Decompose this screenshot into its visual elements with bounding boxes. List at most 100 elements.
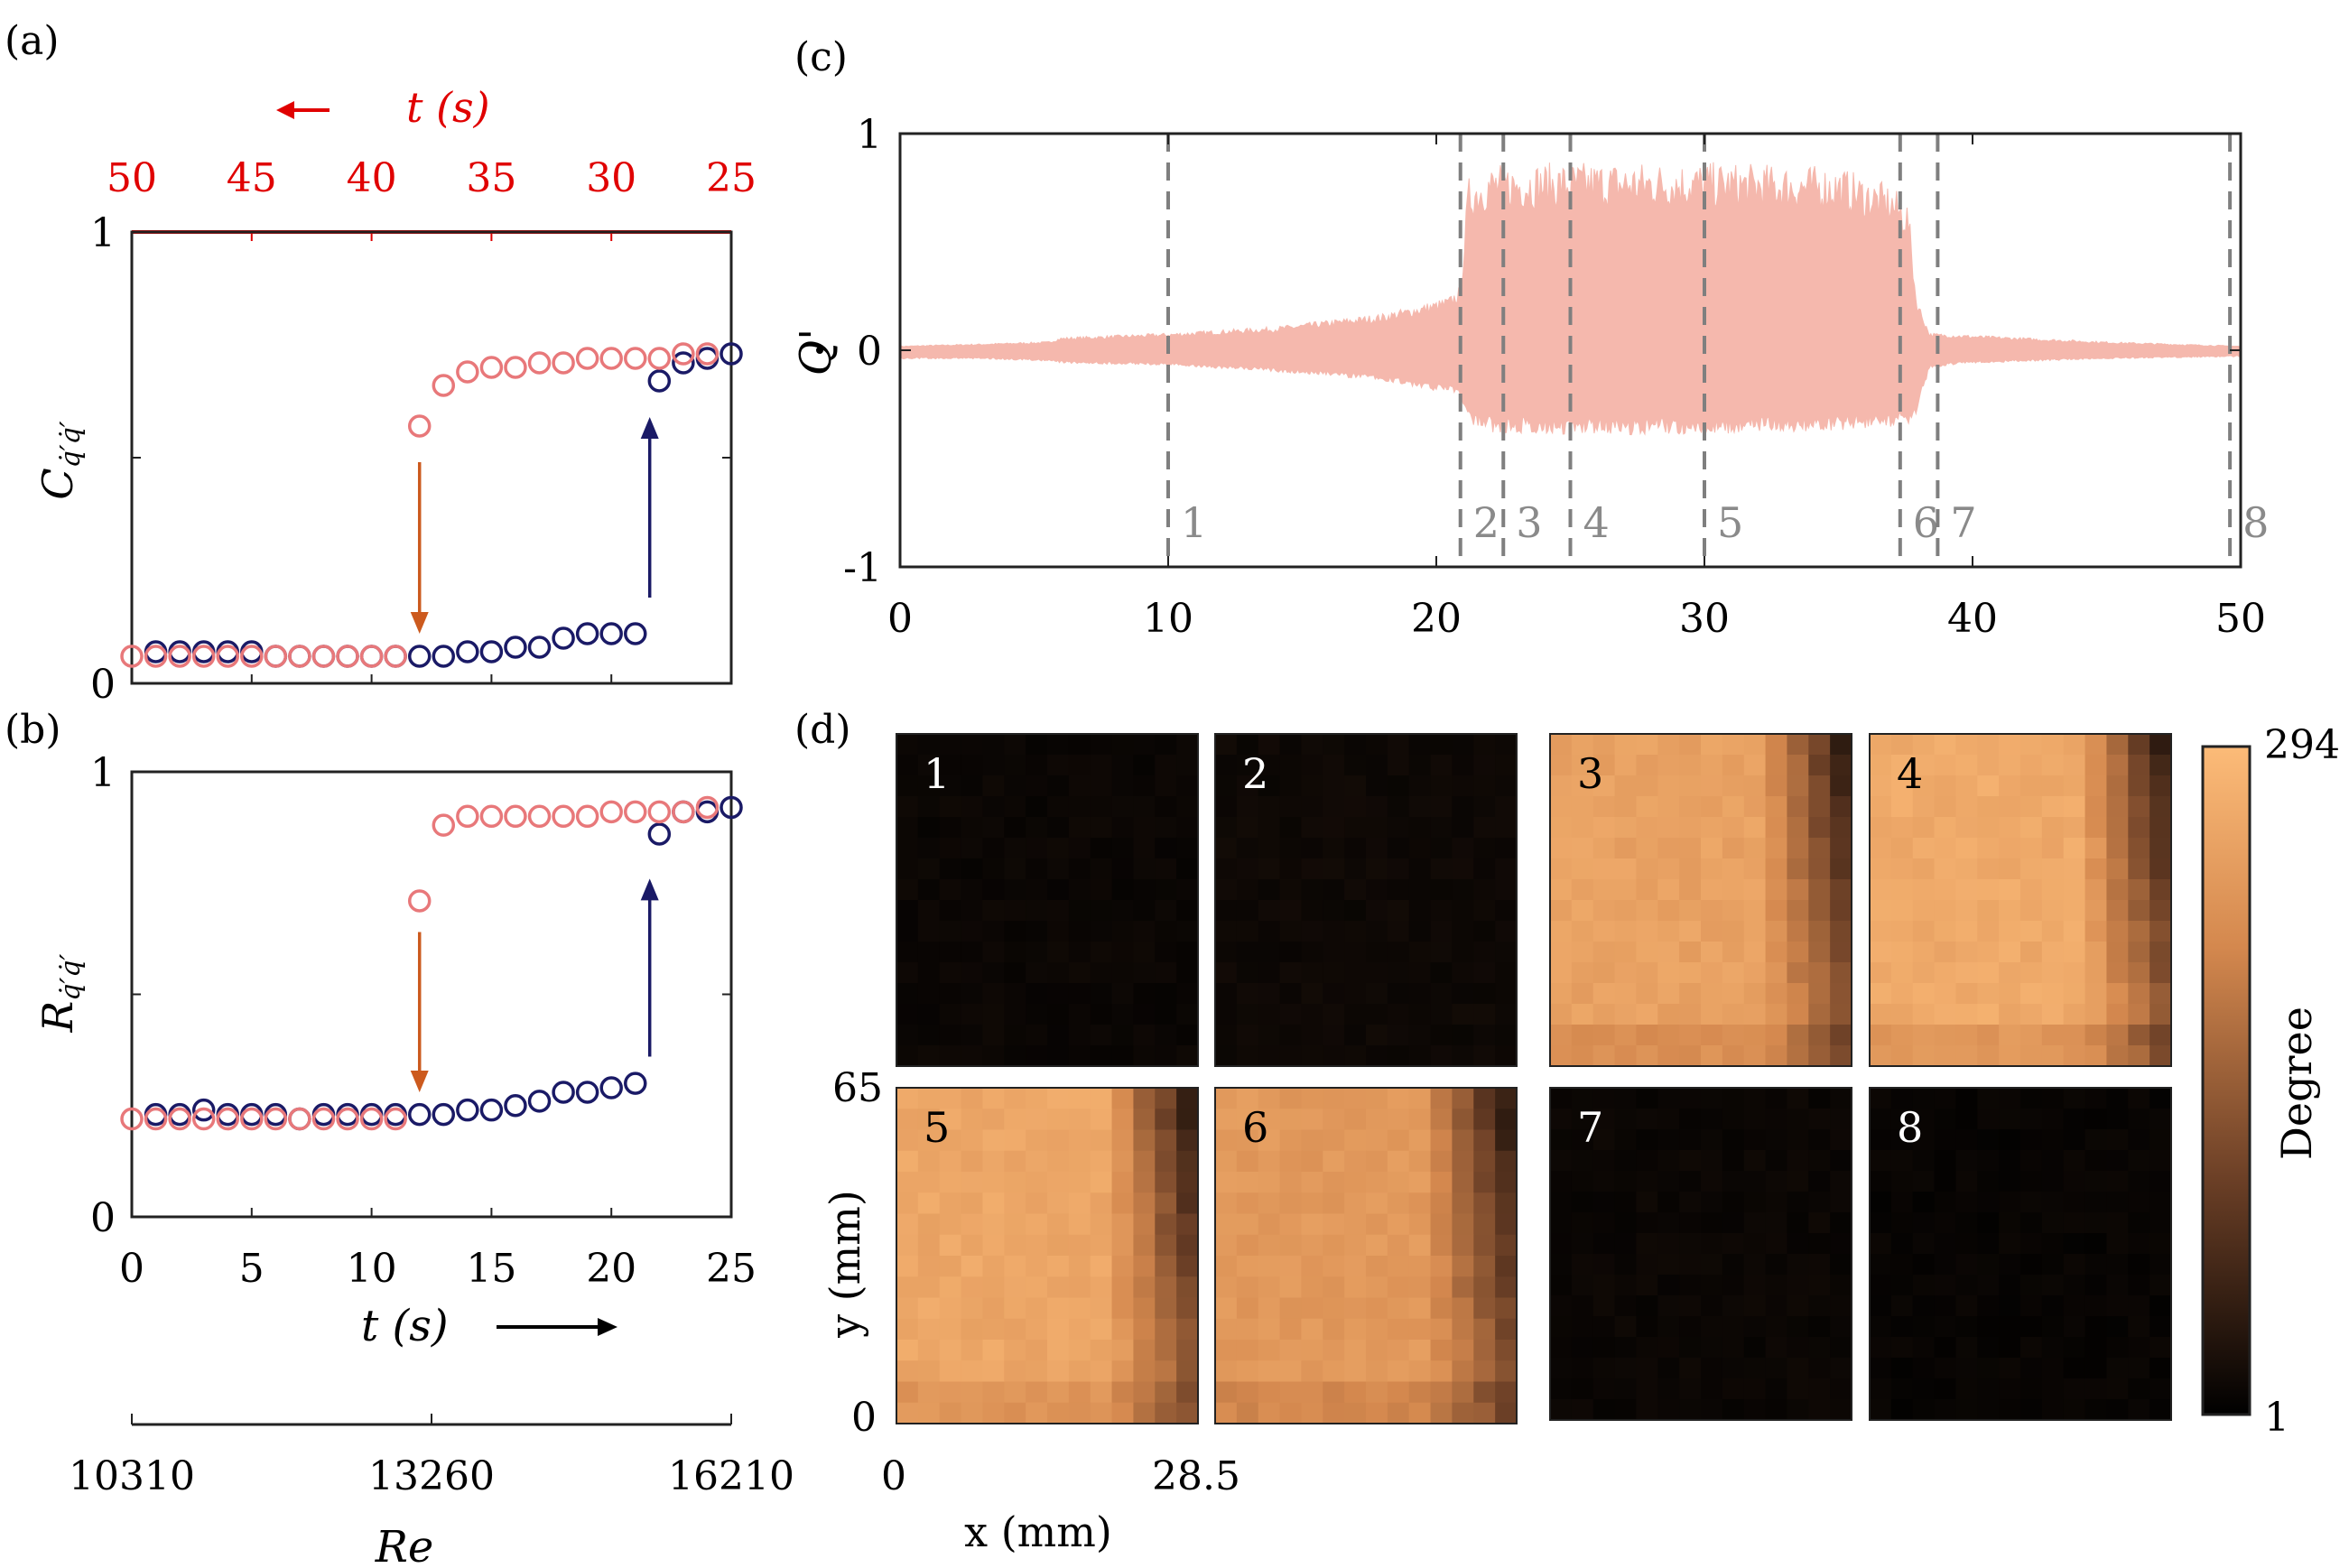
d-map-cell xyxy=(896,1088,919,1109)
d-map-cell xyxy=(1743,1171,1767,1192)
d-map-cell xyxy=(1301,838,1323,859)
d-map-cell xyxy=(1047,1004,1070,1025)
colorbar xyxy=(2201,745,2252,1416)
d-map-cell xyxy=(1155,921,1177,942)
panel-b: (b) 01 0 5 10 15 20 25 Rq̇′q̇′ t (s) 10310 132… xyxy=(5,707,794,1568)
d-map-cell xyxy=(1387,1088,1410,1109)
d-map-cell xyxy=(1452,921,1474,942)
d-map-cell xyxy=(1068,1381,1091,1404)
b-xtick-label: 20 xyxy=(586,1246,636,1292)
d-map-cell xyxy=(1955,796,1978,818)
a-point xyxy=(191,645,216,668)
d-map-cell xyxy=(2106,921,2129,942)
d-map-cell xyxy=(1133,983,1156,1005)
d-map-cell xyxy=(1977,921,2000,942)
d-map-cell xyxy=(1155,858,1177,880)
d-map-cell xyxy=(1977,1295,2000,1317)
d-map-cell xyxy=(1999,1212,2021,1234)
d-map-cell xyxy=(2128,1399,2150,1421)
d-map-cell xyxy=(1550,775,1573,797)
d-map-cell xyxy=(1301,1045,1323,1067)
d-map-cell xyxy=(1408,1297,1432,1320)
d-map-cell xyxy=(1258,1297,1281,1320)
d-map-cell xyxy=(1258,942,1281,963)
d-map-cell xyxy=(2106,900,2129,922)
a-point xyxy=(144,645,168,668)
a-top-tick-label: 30 xyxy=(586,155,636,201)
d-map-cell xyxy=(1890,1316,1914,1338)
panel-c-label: (c) xyxy=(794,34,848,80)
d-map-cell xyxy=(2020,775,2043,797)
b-point xyxy=(624,800,647,824)
d-map-cell xyxy=(1977,1150,2000,1172)
d-map-cell xyxy=(1999,1358,2021,1379)
d-map-cell xyxy=(1571,962,1594,984)
d-map-cell xyxy=(1301,879,1323,901)
panel-c-y-ticks: -101 xyxy=(816,112,2241,591)
panel-a-arrows xyxy=(410,417,659,634)
d-map-cell xyxy=(961,1256,984,1277)
d-map-cell xyxy=(1934,1150,1957,1172)
d-map-cell xyxy=(1133,942,1156,963)
d-map-cell xyxy=(1830,1254,1852,1276)
d-map-cell xyxy=(1133,1150,1156,1173)
d-map-cell xyxy=(1047,1213,1070,1236)
d-map-cell xyxy=(1999,775,2021,797)
d-map-cell xyxy=(1215,900,1238,922)
d-map-cell xyxy=(1155,1213,1177,1236)
d-map-cell xyxy=(1701,879,1723,901)
d-map-cell xyxy=(1912,1316,1936,1338)
d-map-cell xyxy=(1830,817,1852,839)
d-map-cell xyxy=(2063,1129,2086,1151)
d-map-cell xyxy=(2084,1378,2108,1400)
d-map-cell xyxy=(1387,1297,1410,1320)
d-map-cell xyxy=(1679,1316,1702,1338)
d-map-cell xyxy=(1387,734,1410,756)
d-map-cell xyxy=(1701,796,1723,818)
d-map-cell xyxy=(1215,796,1238,818)
d-map-cell xyxy=(2106,942,2129,963)
d-map-cell xyxy=(1155,1025,1177,1046)
d-map-cell xyxy=(1323,1360,1345,1383)
d-map-cell xyxy=(1004,1381,1026,1404)
d-map-cell xyxy=(917,1256,941,1277)
d-map-cell xyxy=(1090,1213,1113,1236)
d-map-cell xyxy=(1679,1088,1702,1109)
d-map-cell xyxy=(1344,1340,1367,1361)
d-map-cell xyxy=(1890,1295,1914,1317)
d-map-cell xyxy=(1279,921,1303,942)
d-map-cell xyxy=(1657,817,1680,839)
d-map-cell xyxy=(1495,1318,1518,1341)
d-map-cell xyxy=(1155,1297,1177,1320)
d-map-cell xyxy=(1301,1276,1323,1299)
d-map-cell xyxy=(1765,796,1788,818)
d-map-cell xyxy=(1111,1256,1135,1277)
d-map-cell xyxy=(1614,879,1638,901)
d-map-cell xyxy=(1236,1025,1259,1046)
d-map-cell xyxy=(1408,1360,1432,1383)
d-map-cell xyxy=(1236,1088,1259,1109)
d-map-cell xyxy=(1787,1316,1809,1338)
d-map-cell xyxy=(1743,1045,1767,1067)
d-map-cell xyxy=(1870,1129,1892,1151)
d-map-cell xyxy=(1090,838,1113,859)
d-map-cell xyxy=(939,1276,962,1299)
d-map-cell xyxy=(1068,1234,1091,1257)
d-map-cell xyxy=(1026,1256,1048,1277)
d-map-cell xyxy=(1176,1088,1199,1109)
d-map-cell xyxy=(1955,1295,1978,1317)
b-point xyxy=(695,795,720,820)
d-map-cell xyxy=(1657,1358,1680,1379)
d-map-cell xyxy=(1999,1254,2021,1276)
d-map-cell xyxy=(1977,1275,2000,1296)
d-map-cell xyxy=(1592,1004,1616,1025)
d-map-cell xyxy=(1366,1129,1388,1152)
d-map-cell xyxy=(1387,1276,1410,1299)
d-map-cell xyxy=(917,879,941,901)
c-xtick-label: 30 xyxy=(1679,596,1730,642)
b-xtick-label: 15 xyxy=(466,1246,516,1292)
d-map-cell xyxy=(2149,1192,2172,1213)
d-map-cell xyxy=(939,962,962,984)
d-map-cell xyxy=(2041,1088,2065,1109)
d-map-cell xyxy=(1614,983,1638,1005)
